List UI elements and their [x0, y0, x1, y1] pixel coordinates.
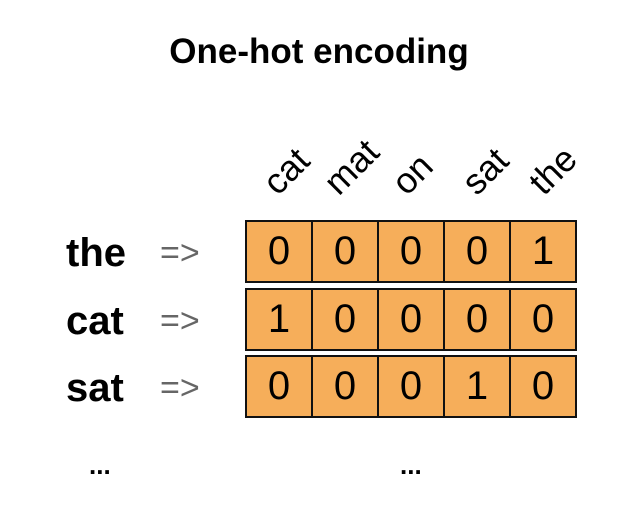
vector-cell: 0 — [531, 364, 555, 408]
arrow-row-1: => — [160, 234, 200, 272]
ellipsis-words: ... — [89, 450, 111, 480]
vector-row-3: 0 0 0 1 0 — [245, 355, 577, 418]
vector-cell: 0 — [247, 357, 313, 416]
vector-row-2: 1 0 0 0 0 — [245, 288, 577, 351]
column-label-sat: sat — [453, 139, 517, 203]
vector-row-1: 0 0 0 0 1 — [245, 220, 577, 283]
vector-cell: 0 — [379, 290, 445, 349]
column-label-the: the — [520, 138, 585, 203]
arrow-row-3: => — [160, 369, 200, 407]
vector-cell: 0 — [379, 357, 445, 416]
vector-cell: 1 — [247, 290, 313, 349]
column-label-cat: cat — [254, 139, 318, 203]
vector-cell: 0 — [313, 222, 379, 281]
column-label-on: on — [383, 145, 441, 203]
arrow-row-2: => — [160, 302, 200, 340]
row-label-cat: cat — [66, 299, 124, 343]
ellipsis-vectors: ... — [400, 450, 422, 480]
vector-cell: 1 — [531, 229, 555, 273]
row-label-sat: sat — [66, 366, 124, 410]
vector-cell: 0 — [247, 222, 313, 281]
row-label-the: the — [66, 231, 126, 275]
vector-cell: 0 — [313, 290, 379, 349]
vector-cell: 0 — [445, 290, 511, 349]
vector-cell: 0 — [313, 357, 379, 416]
vector-cell: 0 — [531, 297, 555, 341]
vector-cell: 0 — [379, 222, 445, 281]
column-label-mat: mat — [315, 130, 387, 203]
vector-cell: 1 — [445, 357, 511, 416]
diagram-title: One-hot encoding — [169, 32, 469, 71]
vector-cell: 0 — [445, 222, 511, 281]
